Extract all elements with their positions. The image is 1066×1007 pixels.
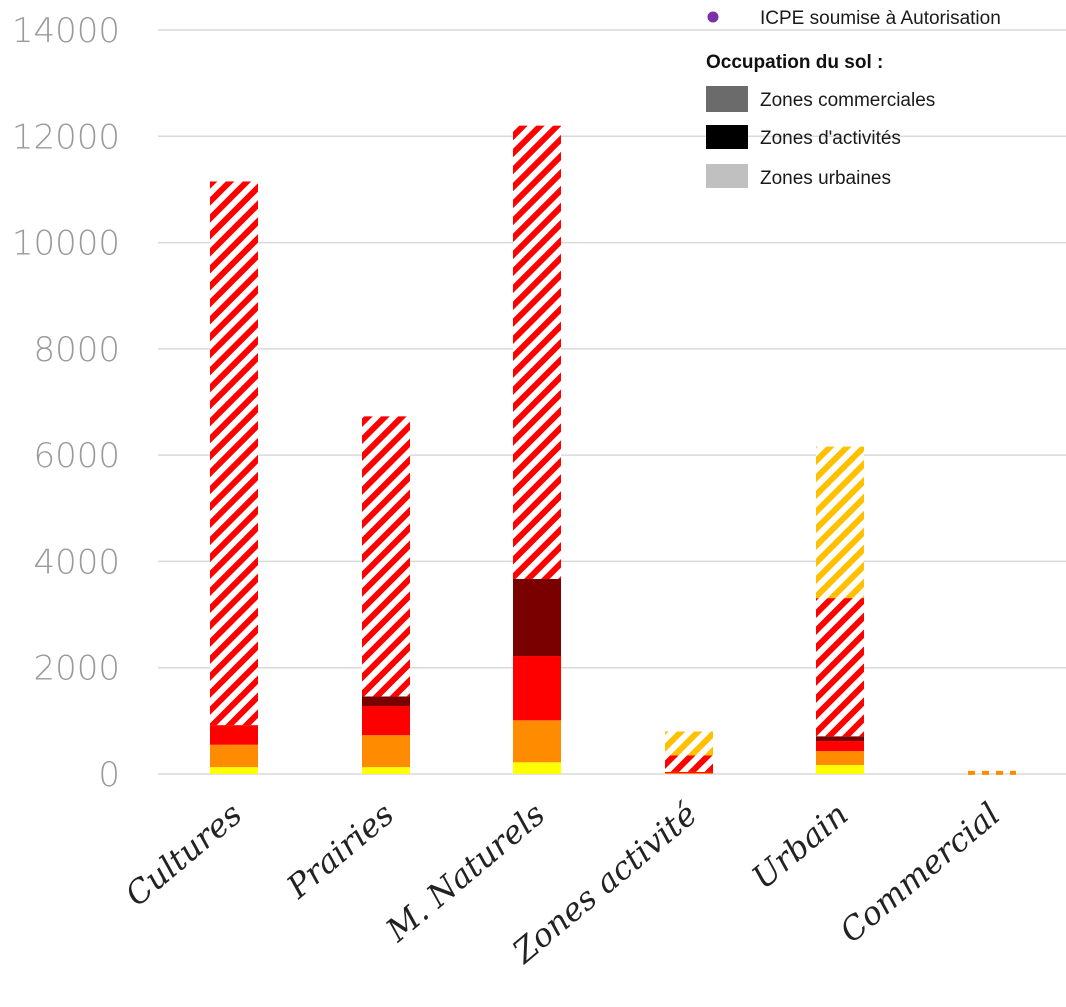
bar-segment xyxy=(513,125,561,579)
y-tick-label: 12000 xyxy=(12,117,120,157)
bar-segment xyxy=(362,735,410,768)
x-tick-label: Urbain xyxy=(744,795,855,897)
legend-icpe-dot xyxy=(707,11,719,23)
bar-segment xyxy=(816,751,864,765)
bar-segment xyxy=(665,772,713,774)
legend-swatch-activites xyxy=(706,125,748,149)
bar-segment xyxy=(816,736,864,742)
bars xyxy=(210,125,1016,775)
bar-segment xyxy=(513,720,561,763)
legend-label-urbaines: Zones urbaines xyxy=(760,168,891,189)
bar-segment xyxy=(816,598,864,737)
y-axis-tick-labels: 0 2000 4000 6000 8000 10000 12000 14000 xyxy=(12,11,120,795)
legend-swatch-urbaines xyxy=(706,164,748,188)
bar-segment xyxy=(362,767,410,774)
gridlines xyxy=(158,29,1066,775)
legend-swatch-commercial xyxy=(706,86,748,112)
bar-segment xyxy=(513,762,561,774)
bar-segment xyxy=(816,741,864,752)
bar-segment xyxy=(210,767,258,774)
x-tick-label: Prairies xyxy=(279,795,402,906)
y-tick-label: 6000 xyxy=(33,436,120,476)
bar-segment xyxy=(362,416,410,697)
bar-segment xyxy=(513,578,561,657)
legend-label-activites: Zones d'activités xyxy=(760,128,901,149)
bar-segment xyxy=(665,771,713,773)
bar-segment xyxy=(513,656,561,721)
y-tick-label: 14000 xyxy=(12,11,120,51)
bar-segment xyxy=(816,764,864,774)
y-tick-label: 10000 xyxy=(12,224,120,264)
bar-segment xyxy=(362,696,410,706)
legend-label-commercial: Zones commerciales xyxy=(760,90,935,111)
y-tick-label: 4000 xyxy=(33,542,120,582)
y-tick-label: 8000 xyxy=(33,330,120,370)
bar-segment xyxy=(210,744,258,768)
y-tick-label: 2000 xyxy=(33,649,120,689)
y-tick-label: 0 xyxy=(98,755,120,795)
bar-segment xyxy=(816,446,864,599)
bar-segment xyxy=(210,181,258,726)
legend: ICPE soumise à Autorisation Occupation d… xyxy=(706,8,1001,189)
legend-title: Occupation du sol : xyxy=(706,52,883,73)
bar-segment xyxy=(665,731,713,756)
bar-segment xyxy=(362,705,410,736)
legend-icpe-label: ICPE soumise à Autorisation xyxy=(760,8,1001,29)
bar-segment xyxy=(210,725,258,745)
x-tick-label: Cultures xyxy=(118,795,249,914)
bar-segment xyxy=(665,755,713,772)
x-tick-label: Commercial xyxy=(832,795,1007,950)
